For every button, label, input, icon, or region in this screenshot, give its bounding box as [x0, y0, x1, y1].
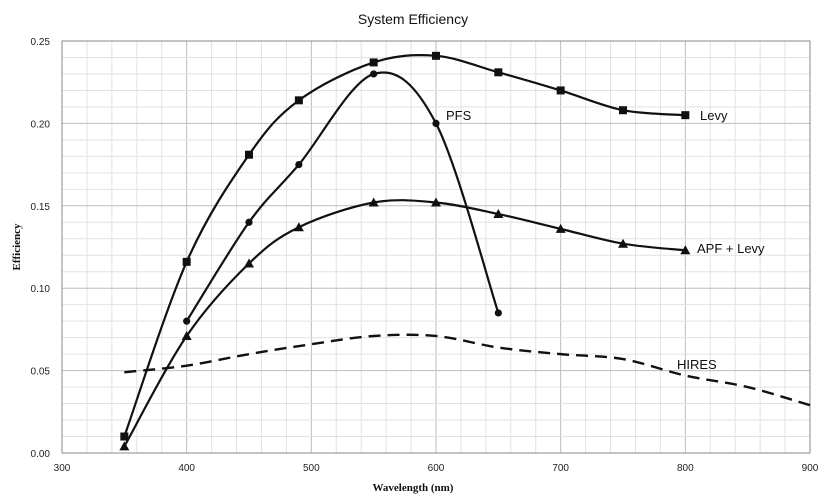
data-point-pfs: [432, 119, 440, 127]
x-axis-label: Wavelength (nm): [373, 482, 454, 494]
data-point-levy: [681, 111, 690, 120]
data-point-apf-levy: [293, 222, 304, 232]
data-point-pfs: [370, 70, 378, 78]
series-label-apf-levy: APF + Levy: [697, 241, 765, 256]
y-tick-label: 0.00: [31, 449, 51, 460]
data-point-levy: [556, 86, 565, 95]
data-point-pfs: [183, 317, 191, 325]
y-axis-ticks: 0.00 0.05 0.10 0.15 0.20 0.25: [31, 37, 51, 460]
x-tick-label: 900: [802, 463, 819, 474]
data-point-pfs: [494, 309, 502, 317]
y-tick-label: 0.15: [31, 202, 51, 213]
data-point-apf-levy: [555, 223, 566, 233]
series-label-pfs: PFS: [446, 108, 472, 123]
y-tick-label: 0.20: [31, 119, 51, 130]
data-point-levy: [120, 432, 129, 441]
data-point-levy: [182, 257, 191, 266]
grid: [61, 40, 811, 454]
data-point-apf-levy: [119, 441, 130, 451]
series-hires: [124, 333, 811, 407]
series-apf-levy: [119, 197, 691, 451]
data-point-apf-levy: [493, 209, 504, 219]
data-point-levy: [245, 150, 253, 159]
series-levy: [120, 51, 690, 441]
series-pfs: [183, 70, 502, 325]
data-point-apf-levy: [431, 197, 441, 207]
series-line-hires: [124, 333, 811, 407]
x-tick-label: 300: [54, 463, 71, 474]
series-label-levy: Levy: [700, 108, 728, 123]
data-point-levy: [294, 96, 303, 105]
data-point-apf-levy: [680, 245, 691, 255]
series-label-hires: HIRES: [677, 357, 717, 372]
data-point-levy: [619, 106, 627, 115]
series-line-pfs: [185, 71, 500, 322]
data-point-apf-levy: [244, 258, 254, 268]
x-tick-label: 600: [428, 463, 445, 474]
x-tick-label: 500: [303, 463, 320, 474]
x-tick-label: 700: [552, 463, 569, 474]
y-tick-label: 0.05: [31, 367, 51, 378]
y-axis-label: Efficiency: [11, 223, 23, 271]
x-axis-ticks: 300 400 500 600 700 800 900: [54, 463, 819, 474]
data-point-apf-levy: [181, 330, 192, 340]
data-point-pfs: [295, 161, 303, 169]
x-tick-label: 800: [677, 463, 694, 474]
chart-title: System Efficiency: [358, 11, 468, 27]
series-line-apf-levy: [123, 199, 686, 447]
y-tick-label: 0.10: [31, 284, 51, 295]
data-point-apf-levy: [368, 197, 379, 207]
series-line-levy: [123, 54, 686, 437]
y-tick-label: 0.25: [31, 37, 51, 48]
plot-area-frame: [61, 40, 811, 454]
data-point-pfs: [245, 218, 253, 226]
data-point-levy: [369, 58, 378, 67]
series-group: [119, 51, 811, 451]
x-tick-label: 400: [178, 463, 195, 474]
data-point-levy: [494, 68, 503, 77]
data-point-levy: [432, 51, 440, 60]
data-point-apf-levy: [618, 238, 628, 248]
